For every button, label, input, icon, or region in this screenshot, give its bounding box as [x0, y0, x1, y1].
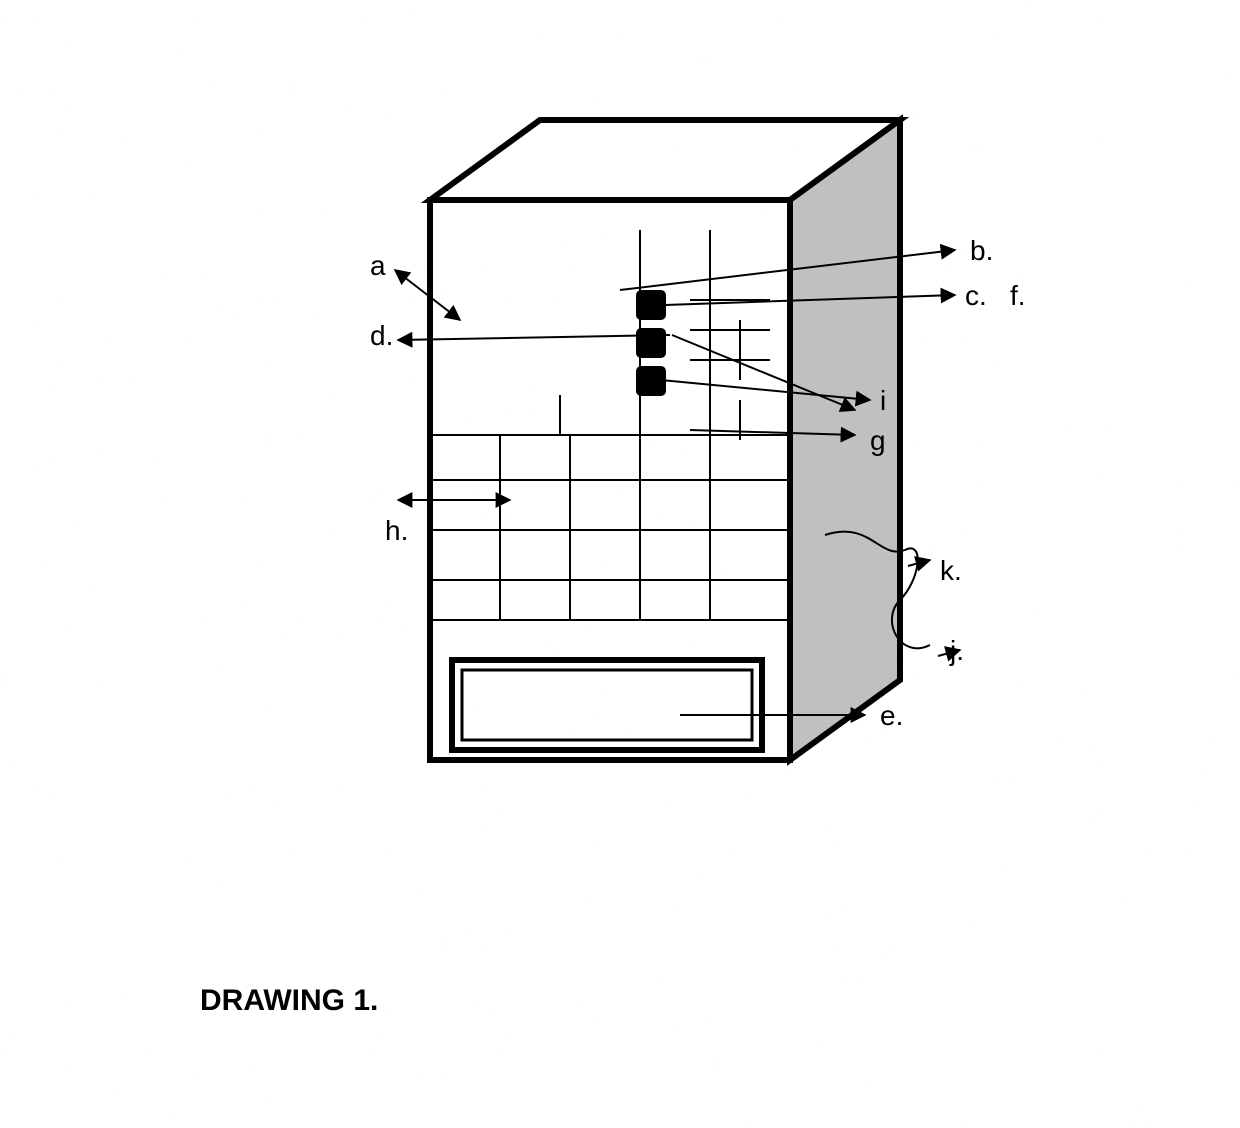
label-i: i — [880, 385, 886, 416]
label-f: f. — [1010, 280, 1026, 311]
label-j: j. — [949, 635, 964, 666]
diagram-canvas: a b. c. f. d. ig h. e. k. j. DRAWING 1. — [0, 0, 1240, 1128]
figure-title: DRAWING 1. — [200, 984, 378, 1017]
label-k: k. — [940, 555, 962, 586]
label-e: e. — [880, 700, 903, 731]
label-a: a — [370, 250, 386, 281]
label-d: d. — [370, 320, 393, 351]
label-c: c. — [965, 280, 987, 311]
label-b: b. — [970, 235, 993, 266]
label-h: h. — [385, 515, 408, 546]
label-g: g — [870, 425, 886, 456]
